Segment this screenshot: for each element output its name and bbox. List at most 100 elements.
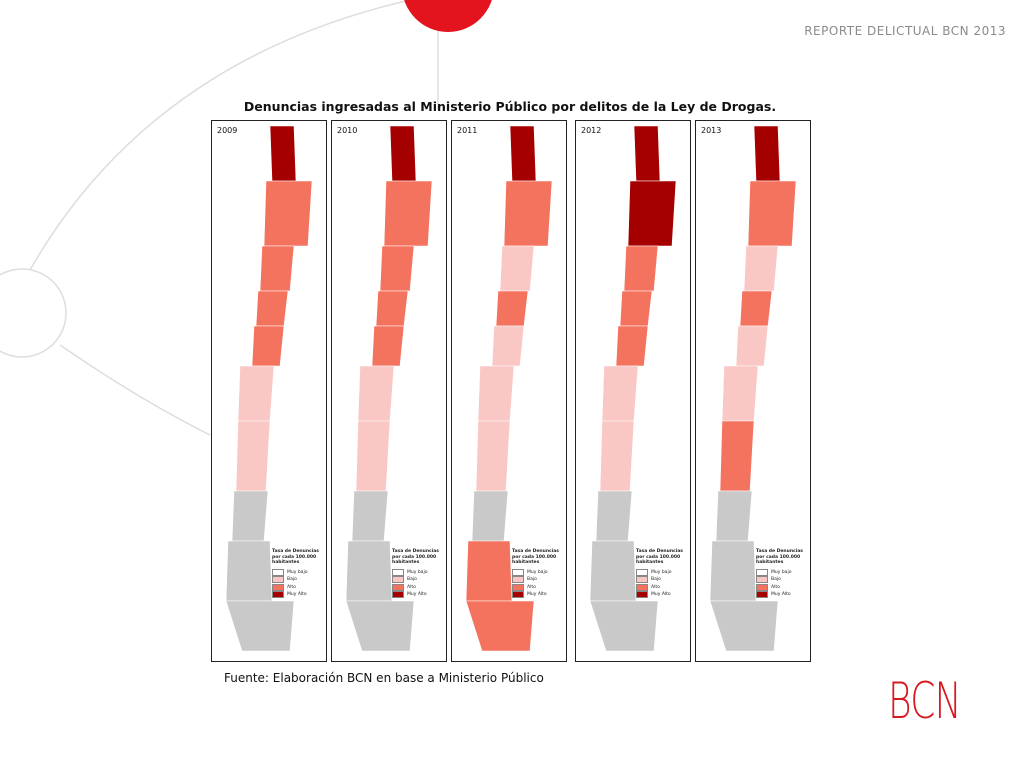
legend-label: Muy bajo [407,569,428,575]
legend-swatch [756,568,768,576]
legend-swatch [636,568,648,576]
region [225,600,295,652]
title: Denuncias ingresadas al Ministerio Públi… [243,99,777,114]
region [477,365,515,422]
legend-label: Bajo [527,577,537,583]
region [379,245,415,292]
legend-swatch [512,583,524,591]
region [345,600,415,652]
legend-item: Bajo [756,576,808,584]
region [491,325,525,367]
map-panel: 2013 Tasa de Denuncias por cada 100.000 h… [695,120,811,662]
region [715,490,753,542]
map [225,125,313,652]
region [263,180,313,247]
legend-item: Muy bajo [756,568,808,577]
legend-item: Muy Alto [512,591,564,599]
legend-item: Muy Alto [392,591,444,599]
legend-item: Bajo [512,576,564,584]
legend-label: Bajo [651,577,661,583]
legend-item: Alto [272,583,324,592]
legend-item: Muy bajo [636,568,688,577]
region [375,290,409,327]
legend-swatch [272,583,284,591]
region [503,180,553,247]
legend-swatch [392,568,404,576]
legend-swatch [392,583,404,591]
region [709,600,779,652]
region [633,125,661,182]
year-label: 2010 [337,126,358,135]
region [351,490,389,542]
legend-label: Muy bajo [771,569,792,575]
legend-swatch [272,591,284,599]
region [371,325,405,367]
header: REPORTE DELICTUAL BCN 2013 [804,24,1006,38]
legend-title: Tasa de Denuncias por cada 100.000 habit… [392,549,439,565]
legend-label: Alto [527,584,536,590]
legend-label: Alto [651,584,660,590]
legend: Tasa de Denuncias por cada 100.000 habit… [636,549,688,599]
region [595,490,633,542]
legend-label: Muy Alto [771,592,791,598]
legend-label: Bajo [407,577,417,583]
region [269,125,297,182]
legend-swatch [272,568,284,576]
year-label: 2013 [701,126,722,135]
region [251,325,285,367]
region [471,490,509,542]
region [753,125,781,182]
map-panel: 2011 Tasa de Denuncias por cada 100.000 h… [451,120,567,662]
legend-item: Alto [636,583,688,592]
legend-title: Tasa de Denuncias por cada 100.000 habit… [636,549,683,565]
year-label: 2012 [581,126,602,135]
legend-item: Bajo [392,576,444,584]
legend: Tasa de Denuncias por cada 100.000 habit… [512,549,564,599]
legend-label: Alto [287,584,296,590]
legend-title: Tasa de Denuncias por cada 100.000 habit… [272,549,319,565]
region [709,540,757,602]
map-panel: 2010 Tasa de Denuncias por cada 100.000 h… [331,120,447,662]
logo: BCN [888,672,962,730]
legend-label: Muy Alto [651,592,671,598]
legend-item: Muy Alto [272,591,324,599]
legend-item: Muy bajo [272,568,324,577]
region [383,180,433,247]
source: Fuente: Elaboración BCN en base a Minist… [224,671,544,685]
region [495,290,529,327]
map-panel: 2009 Tasa de Denuncias por cada 100.000 h… [211,120,327,662]
legend-label: Alto [407,584,416,590]
legend-label: Muy Alto [527,592,547,598]
region [357,365,395,422]
region [499,245,535,292]
legend-label: Bajo [771,577,781,583]
legend-item: Muy bajo [392,568,444,577]
legend-swatch [636,591,648,599]
region [231,490,269,542]
legend-swatch [512,591,524,599]
year-label: 2011 [457,126,478,135]
region [355,420,391,492]
region [255,290,289,327]
legend-item: Alto [756,583,808,592]
legend-label: Muy bajo [651,569,672,575]
legend-swatch [756,591,768,599]
map [589,125,677,652]
region [465,600,535,652]
legend-label: Muy Alto [407,592,427,598]
map [465,125,553,652]
legend-label: Muy bajo [527,569,548,575]
legend-item: Muy bajo [512,568,564,577]
region [601,365,639,422]
legend-swatch [392,591,404,599]
map [345,125,433,652]
legend-label: Bajo [287,577,297,583]
region [345,540,393,602]
legend-label: Alto [771,584,780,590]
legend-item: Alto [512,583,564,592]
legend-item: Bajo [636,576,688,584]
region [237,365,275,422]
region [389,125,417,182]
